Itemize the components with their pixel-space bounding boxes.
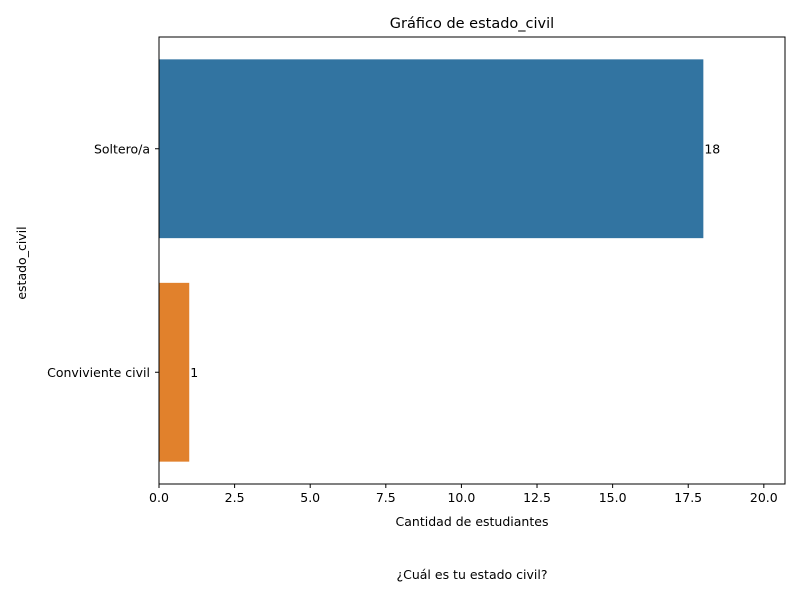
x-tick-label: 7.5 [376, 490, 396, 505]
y-ticks-group: Soltero/a Conviviente civil [47, 141, 159, 380]
figure-caption: ¿Cuál es tu estado civil? [396, 567, 547, 582]
bar-value-label: 18 [704, 141, 720, 156]
bar-value-label: 1 [190, 365, 198, 380]
x-tick-label: 10.0 [447, 490, 475, 505]
plot-area-frame [158, 36, 786, 485]
y-axis-label: estado_civil [14, 226, 29, 299]
bars-group [159, 59, 704, 462]
x-tick-label: 5.0 [300, 490, 320, 505]
y-tick-label: Soltero/a [94, 141, 150, 156]
x-tick-label: 17.5 [674, 490, 702, 505]
x-tick-label: 0.0 [149, 490, 169, 505]
chart-title: Gráfico de estado_civil [390, 16, 554, 32]
bar-labels-group: 18 1 [190, 141, 720, 380]
bar-soltero-a [159, 59, 704, 239]
x-axis-label: Cantidad de estudiantes [396, 514, 549, 529]
bar-conviviente-civil [159, 282, 190, 462]
x-tick-label: 12.5 [523, 490, 551, 505]
x-ticks-group: 0.0 2.5 5.0 7.5 10.0 12.5 15.0 17.5 20.0 [149, 484, 778, 505]
x-tick-label: 15.0 [599, 490, 627, 505]
x-tick-label: 20.0 [750, 490, 778, 505]
x-tick-label: 2.5 [225, 490, 245, 505]
y-tick-label: Conviviente civil [47, 365, 150, 380]
